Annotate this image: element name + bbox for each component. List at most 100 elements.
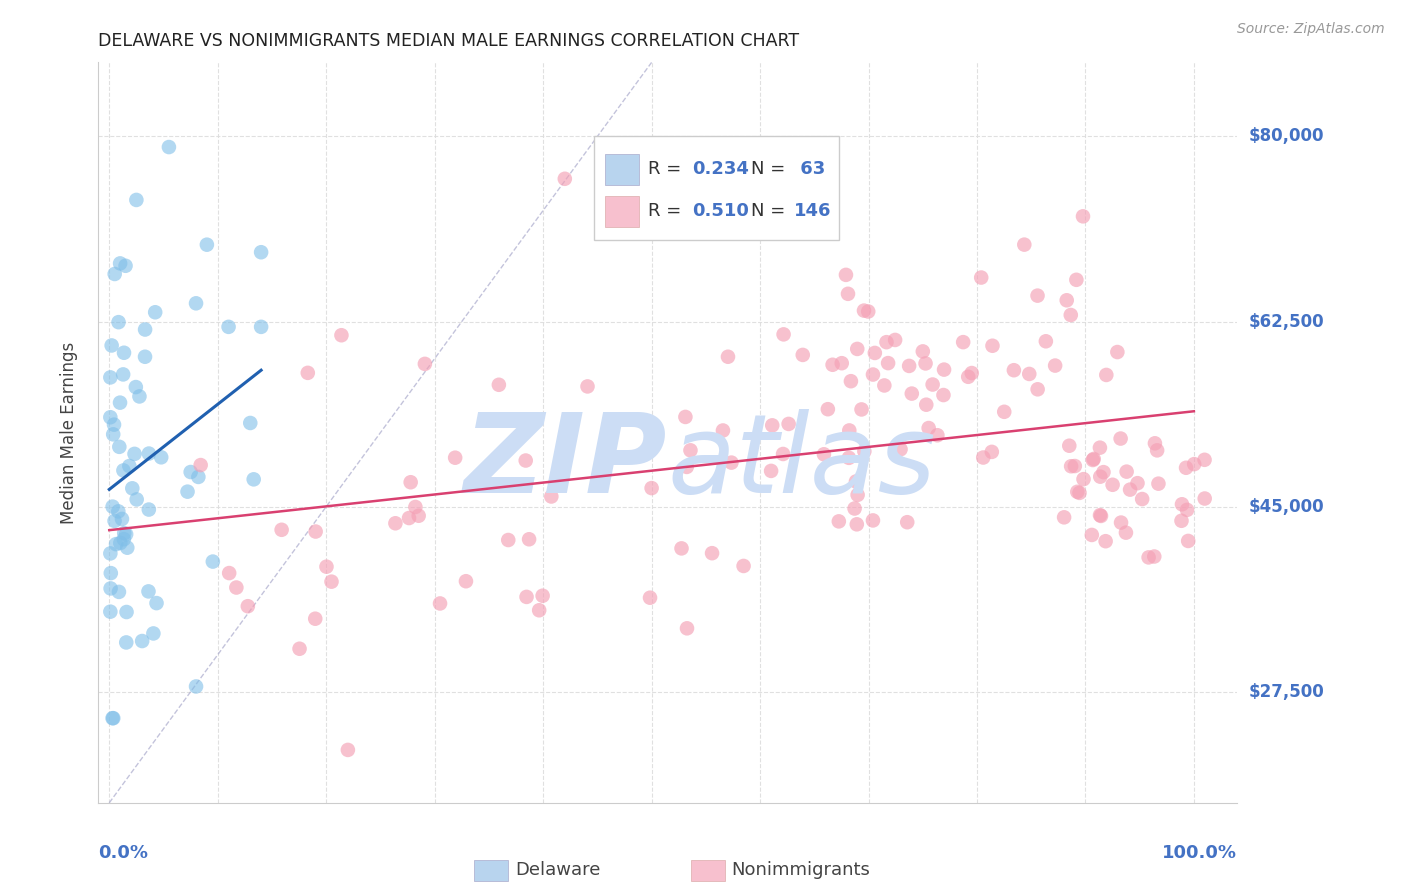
Point	[115, 527, 138, 541]
Text: $80,000: $80,000	[1249, 128, 1324, 145]
Point	[103, 427, 125, 442]
Point	[184, 680, 207, 694]
Point	[1107, 345, 1129, 359]
Point	[838, 424, 860, 438]
Point	[576, 379, 599, 393]
Point	[876, 335, 898, 350]
Point	[759, 464, 782, 478]
Point	[124, 447, 146, 461]
Point	[107, 504, 129, 518]
Point	[454, 574, 477, 589]
Point	[1066, 273, 1088, 287]
Point	[844, 501, 866, 516]
Point	[554, 171, 576, 186]
Point	[981, 339, 1004, 353]
Point	[1060, 459, 1083, 474]
FancyBboxPatch shape	[605, 153, 640, 185]
Point	[813, 447, 835, 461]
Point	[846, 488, 869, 502]
Point	[1069, 486, 1091, 500]
Point	[108, 585, 131, 599]
Point	[993, 405, 1015, 419]
Point	[218, 566, 240, 580]
Point	[914, 356, 936, 370]
Text: $27,500: $27,500	[1249, 682, 1324, 701]
Point	[671, 541, 693, 556]
Point	[108, 256, 131, 270]
Point	[1171, 497, 1194, 511]
Text: 0.510: 0.510	[692, 202, 748, 220]
FancyBboxPatch shape	[690, 860, 725, 880]
Point	[98, 370, 121, 384]
Point	[1126, 476, 1149, 491]
Point	[496, 533, 519, 547]
Point	[138, 446, 160, 460]
Point	[896, 515, 918, 529]
Point	[100, 338, 122, 352]
Point	[862, 513, 884, 527]
Point	[1014, 237, 1036, 252]
Point	[863, 346, 886, 360]
Point	[1147, 476, 1170, 491]
Point	[1115, 525, 1137, 540]
Point	[111, 512, 134, 526]
Point	[250, 245, 273, 260]
Point	[125, 380, 148, 394]
Point	[321, 574, 343, 589]
Point	[134, 322, 156, 336]
Point	[336, 743, 359, 757]
Point	[118, 458, 141, 473]
Text: ZIP: ZIP	[464, 409, 668, 516]
Point	[444, 450, 467, 465]
Point	[675, 459, 697, 474]
Point	[821, 358, 844, 372]
Point	[112, 463, 135, 477]
Point	[384, 516, 406, 531]
Point	[101, 500, 124, 514]
Point	[853, 444, 876, 458]
Point	[297, 366, 319, 380]
Text: Nonimmigrants: Nonimmigrants	[731, 861, 870, 880]
Point	[1088, 441, 1111, 455]
Point	[1026, 288, 1049, 302]
Point	[980, 445, 1002, 459]
Point	[190, 458, 212, 472]
Point	[515, 590, 537, 604]
Point	[911, 344, 934, 359]
Text: R =: R =	[648, 202, 688, 220]
Point	[110, 536, 132, 550]
Point	[1170, 514, 1192, 528]
Point	[201, 555, 224, 569]
Point	[761, 418, 783, 433]
Point	[792, 348, 814, 362]
Point	[103, 514, 125, 528]
Point	[845, 517, 868, 532]
Point	[915, 398, 938, 412]
Point	[927, 428, 949, 442]
Point	[517, 533, 540, 547]
Point	[103, 711, 125, 725]
Text: atlas: atlas	[668, 409, 936, 516]
Point	[640, 481, 662, 495]
Point	[1066, 484, 1088, 499]
Point	[1130, 491, 1153, 506]
Text: N =: N =	[751, 202, 792, 220]
Point	[1146, 443, 1168, 458]
Point	[1002, 363, 1025, 377]
Point	[1059, 439, 1081, 453]
Point	[862, 368, 884, 382]
Point	[676, 621, 699, 635]
Point	[180, 465, 202, 479]
Point	[408, 508, 430, 523]
Point	[98, 546, 121, 560]
Point	[720, 456, 742, 470]
Point	[1090, 469, 1112, 483]
Point	[100, 566, 122, 581]
Point	[107, 315, 129, 329]
Point	[700, 546, 723, 560]
Point	[1101, 477, 1123, 491]
Point	[250, 319, 273, 334]
Point	[239, 416, 262, 430]
Point	[1175, 503, 1198, 517]
Point	[1194, 491, 1216, 506]
